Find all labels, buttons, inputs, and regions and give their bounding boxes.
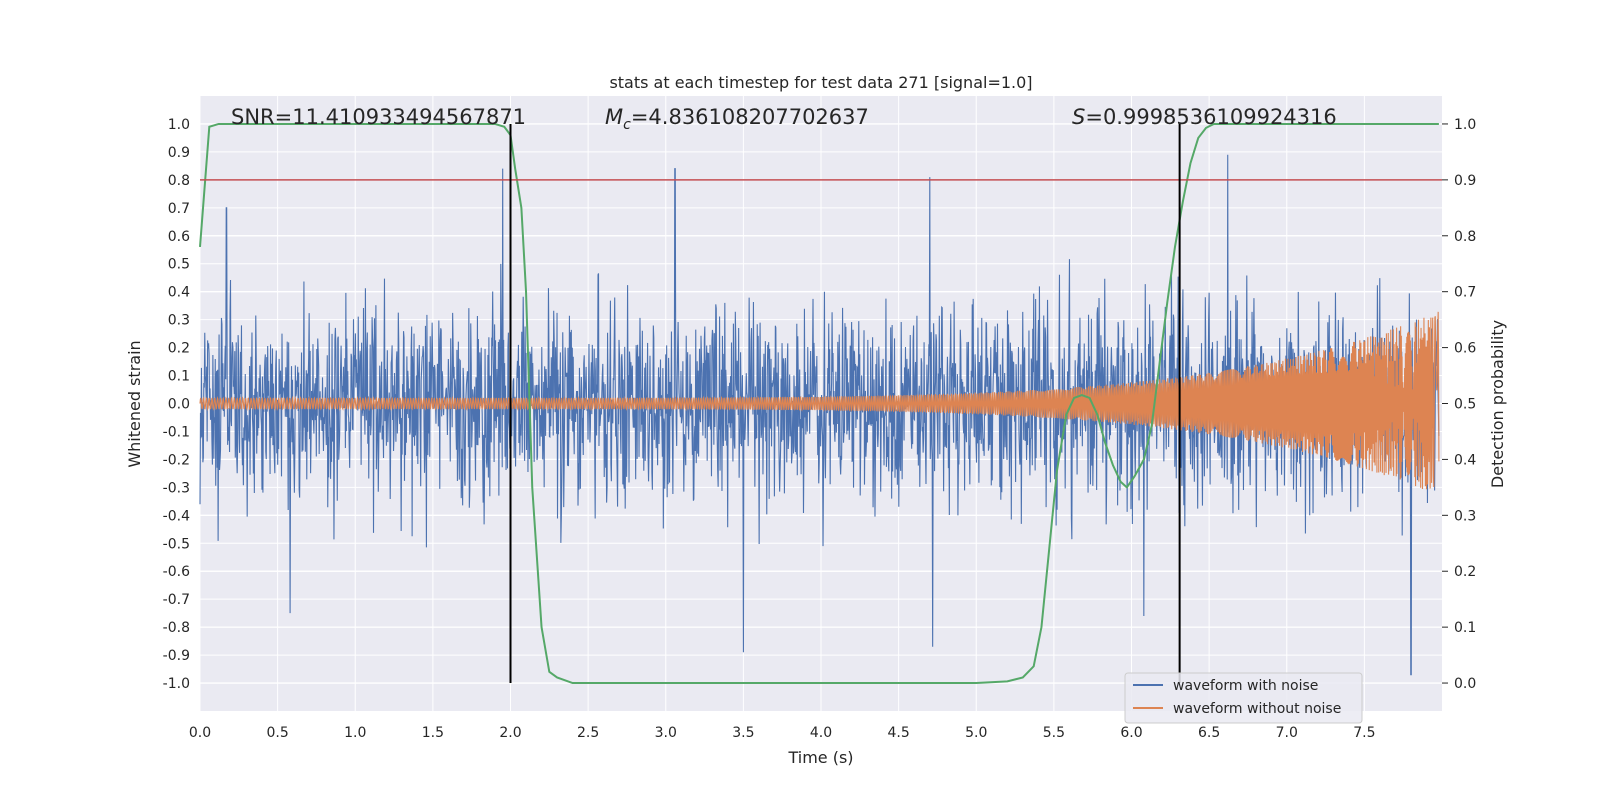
y-tick-label: 0.0 [168, 397, 190, 413]
x-axis-ticks: 0.0 0.5 1.0 1.5 2.0 2.5 3.0 3.5 4.0 4.5 5.0 5.5 6.0 6… [189, 725, 1376, 741]
y-tick-label: 0.9 [168, 145, 190, 161]
x-tick-label: 0.0 [189, 725, 211, 741]
x-tick-label: 2.0 [499, 725, 521, 741]
x-tick-label: 2.5 [577, 725, 599, 741]
y2-axis-ticks: 1.0 0.9 0.8 0.7 0.6 0.5 0.4 0.3 0.2 0.1 0.0 [1442, 117, 1476, 692]
y2-tick-label: 0.5 [1454, 397, 1476, 413]
x-tick-label: 3.5 [732, 725, 754, 741]
x-axis-label: Time (s) [787, 748, 853, 767]
x-tick-label: 5.5 [1043, 725, 1065, 741]
series-detection-probability [199, 122, 1439, 685]
y2-tick-label: 0.1 [1454, 620, 1476, 636]
y-tick-label: -0.2 [163, 452, 190, 468]
y2-tick-label: 0.6 [1454, 341, 1476, 357]
legend: waveform with noise waveform without noi… [1124, 672, 1363, 724]
y-tick-label: -0.6 [163, 564, 190, 580]
y2-tick-label: 0.7 [1454, 285, 1476, 301]
y2-tick-label: 0.9 [1454, 173, 1476, 189]
legend-box [1124, 672, 1363, 724]
y2-tick-label: 0.3 [1454, 508, 1476, 524]
x-tick-label: 5.0 [965, 725, 987, 741]
x-tick-label: 1.5 [422, 725, 444, 741]
y-tick-label: 1.0 [168, 117, 190, 133]
y-tick-label: -0.5 [163, 536, 190, 552]
snr-annotation: SNR=11.410933494567871 [231, 105, 526, 129]
y2-tick-label: 0.4 [1454, 452, 1476, 468]
y-tick-label: 0.7 [168, 201, 190, 217]
y2-tick-label: 0.2 [1454, 564, 1476, 580]
x-tick-label: 4.5 [887, 725, 909, 741]
x-tick-label: 3.0 [655, 725, 677, 741]
x-tick-label: 0.5 [266, 725, 288, 741]
y-tick-label: -0.3 [163, 480, 190, 496]
series-waveform-without-noise [199, 311, 1440, 490]
y-tick-label: -0.7 [163, 592, 190, 608]
y2-tick-label: 0.0 [1454, 676, 1476, 692]
y-tick-label: -1.0 [163, 676, 190, 692]
y-tick-label: 0.2 [168, 341, 190, 357]
y-tick-label: 0.5 [168, 257, 190, 273]
y-tick-label: 0.3 [168, 313, 190, 329]
y-tick-label: -0.1 [163, 424, 190, 440]
x-tick-label: 6.5 [1198, 725, 1220, 741]
y-tick-label: -0.8 [163, 620, 190, 636]
legend-label-noise: waveform with noise [1173, 678, 1318, 694]
y2-tick-label: 1.0 [1454, 117, 1476, 133]
y-axis-ticks: 1.0 0.9 0.8 0.7 0.6 0.5 0.4 0.3 0.2 0.1 0.0 -0.1 -0.… [163, 117, 190, 692]
x-tick-label: 7.5 [1353, 725, 1375, 741]
x-tick-label: 1.0 [344, 725, 366, 741]
data-layer [199, 122, 1442, 685]
y-tick-label: 0.6 [168, 229, 190, 245]
y-axis-label: Whitened strain [125, 340, 144, 467]
y-tick-label: -0.4 [163, 508, 190, 524]
x-tick-label: 6.0 [1120, 725, 1142, 741]
y2-tick-label: 0.8 [1454, 229, 1476, 245]
y-tick-label: 0.8 [168, 173, 190, 189]
y-tick-label: 0.1 [168, 369, 190, 385]
chirp-mass-annotation: Mc=4.836108207702637 [605, 105, 869, 133]
y-tick-label: 0.4 [168, 285, 190, 301]
x-tick-label: 4.0 [810, 725, 832, 741]
y-tick-label: -0.9 [163, 648, 190, 664]
x-tick-label: 7.0 [1276, 725, 1298, 741]
y2-axis-label: Detection probability [1488, 320, 1507, 488]
score-annotation: S=0.9998536109924316 [1072, 105, 1337, 129]
legend-label-clean: waveform without noise [1173, 701, 1341, 717]
chart-title: stats at each timestep for test data 271… [609, 73, 1032, 92]
